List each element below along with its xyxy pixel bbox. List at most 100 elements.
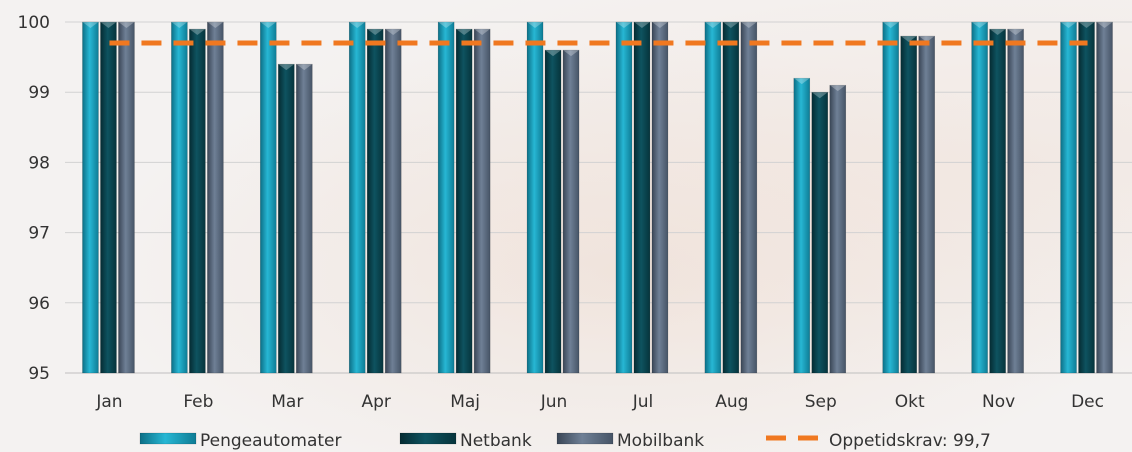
bar-cap (633, 22, 650, 28)
bar-pengeautomater (437, 21, 455, 374)
x-tick-label: Dec (1071, 392, 1104, 412)
bar-cap (615, 22, 632, 28)
bar-cap (1060, 22, 1077, 28)
bar-cap (171, 22, 188, 28)
bar-pengeautomater (971, 21, 988, 374)
legend: Pengeautomater Netbank Mobilbank Oppetidskr… (139, 431, 991, 451)
y-tick-label: 99 (28, 83, 50, 103)
x-tick-label: Mar (271, 392, 303, 412)
bar-pengeautomater (348, 21, 366, 374)
bars (82, 21, 1113, 374)
x-tick-label: Sep (805, 392, 837, 412)
bar-mobilbank (207, 21, 224, 374)
bar-mobilbank (918, 35, 935, 374)
bar-mobilbank (118, 21, 135, 374)
legend-swatch-mobilbank (556, 432, 614, 445)
bar-pengeautomater (526, 21, 544, 374)
bar-mobilbank (296, 63, 313, 374)
bar-netbank (811, 91, 829, 374)
bar-cap (1078, 22, 1095, 28)
x-tick-label: Maj (450, 392, 480, 412)
bar-cap (740, 22, 757, 28)
bar-pengeautomater (171, 21, 188, 374)
bar-mobilbank (473, 28, 491, 374)
bar-cap (989, 29, 1006, 36)
bar-cap (918, 36, 935, 43)
bar-cap (118, 22, 135, 28)
legend-label: Netbank (460, 431, 532, 451)
legend-swatch-netbank (399, 432, 457, 445)
y-tick-label: 97 (28, 224, 50, 244)
bar-netbank (100, 21, 117, 374)
bar-pengeautomater (882, 21, 899, 374)
bar-netbank (722, 21, 740, 374)
bar-cap (882, 22, 899, 28)
x-tick-label: Jun (540, 392, 568, 412)
bar-mobilbank (562, 49, 580, 374)
bar-cap (189, 29, 206, 36)
bar-cap (438, 22, 455, 28)
bar-cap (456, 29, 473, 36)
bar-cap (829, 85, 846, 92)
x-tick-label: Nov (982, 392, 1015, 412)
bar-netbank (900, 35, 917, 374)
y-axis: 95 96 97 98 99 100 (18, 13, 50, 384)
bar-netbank (544, 49, 562, 374)
bar-mobilbank (651, 21, 669, 374)
bar-pengeautomater (793, 77, 811, 374)
bar-cap (971, 22, 988, 28)
bar-pengeautomater (704, 21, 722, 374)
x-axis: Jan Feb Mar Apr Maj Jun Jul Aug Sep Okt Nov Dec (95, 392, 1104, 412)
bar-cap (563, 50, 580, 57)
x-tick-label: Aug (715, 392, 748, 412)
bar-cap (1096, 22, 1113, 28)
bar-mobilbank (384, 28, 402, 374)
bar-cap (704, 22, 721, 28)
bar-mobilbank (1007, 28, 1024, 374)
bar-cap (474, 29, 491, 36)
bar-cap (545, 50, 562, 57)
bar-cap (722, 22, 739, 28)
bar-cap (527, 22, 544, 28)
bar-cap (260, 22, 277, 28)
bar-cap (207, 22, 224, 28)
legend-label: Mobilbank (617, 431, 704, 451)
bar-netbank (455, 28, 473, 374)
bar-cap (296, 64, 313, 71)
x-tick-label: Apr (361, 392, 390, 412)
bar-cap (278, 64, 295, 71)
bar-cap (811, 92, 828, 99)
x-tick-label: Feb (183, 392, 213, 412)
bar-pengeautomater (260, 21, 277, 374)
y-tick-label: 95 (28, 364, 50, 384)
bar-netbank (189, 28, 206, 374)
y-tick-label: 96 (28, 294, 50, 314)
bar-netbank (633, 21, 651, 374)
bar-cap (1007, 29, 1024, 36)
bar-cap (367, 29, 384, 36)
bar-pengeautomater (615, 21, 633, 374)
bar-cap (349, 22, 366, 28)
bar-mobilbank (829, 84, 847, 374)
legend-label-reference: Oppetidskrav: 99,7 (829, 431, 991, 451)
bar-pengeautomater (82, 21, 99, 374)
bar-netbank (989, 28, 1006, 374)
bar-cap (900, 36, 917, 43)
bar-netbank (1078, 21, 1095, 374)
x-tick-label: Okt (895, 392, 925, 412)
bar-mobilbank (740, 21, 758, 374)
bar-pengeautomater (1060, 21, 1077, 374)
y-tick-label: 100 (18, 13, 50, 33)
gridlines (65, 21, 1132, 374)
bar-cap (385, 29, 402, 36)
bar-netbank (366, 28, 384, 374)
bar-cap (793, 78, 810, 85)
bar-mobilbank (1096, 21, 1113, 374)
bar-cap (100, 22, 117, 28)
legend-label: Pengeautomater (200, 431, 341, 451)
y-tick-label: 98 (28, 153, 50, 173)
legend-swatch-pengeautomater (139, 432, 197, 445)
bar-netbank (278, 63, 295, 374)
